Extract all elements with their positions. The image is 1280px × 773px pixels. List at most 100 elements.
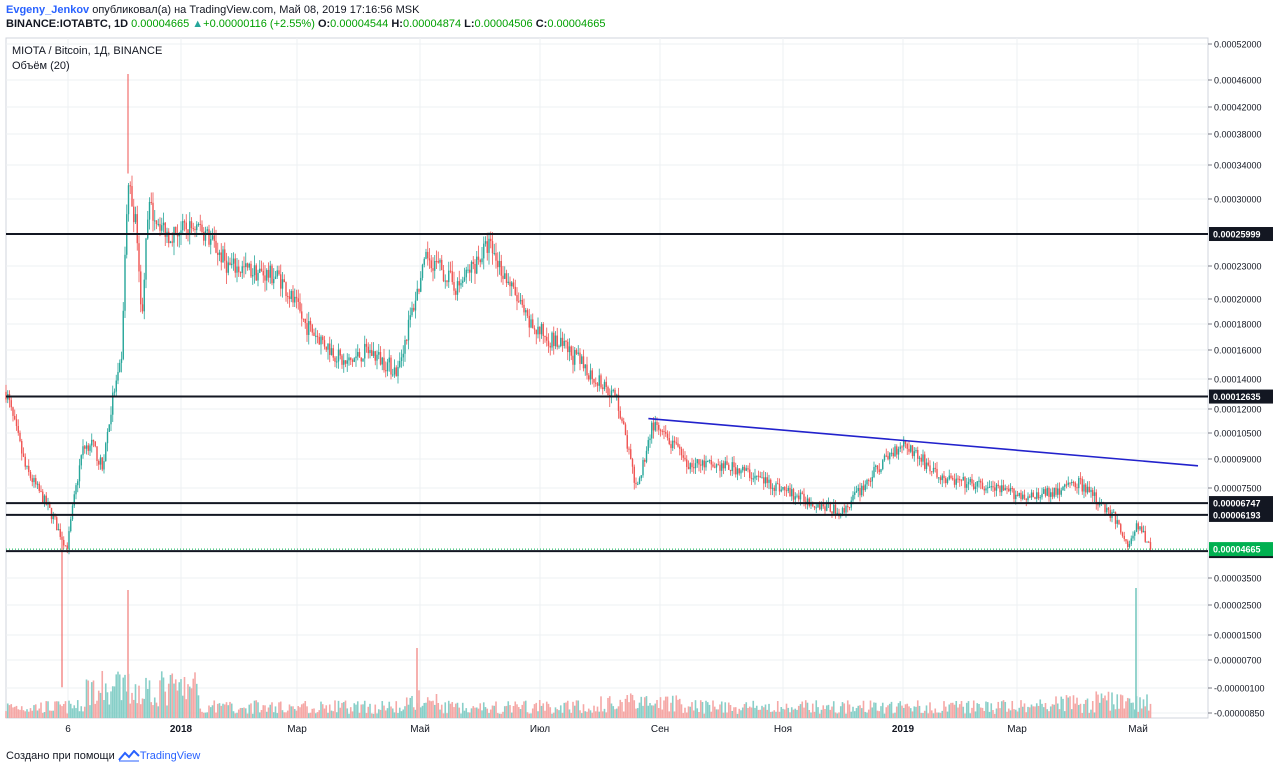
candle-body (784, 487, 786, 491)
candle-body (754, 475, 756, 479)
candle-body (971, 478, 973, 484)
volume-bar (94, 703, 97, 718)
candle-body (855, 490, 858, 493)
volume-bar (764, 704, 767, 718)
volume-bar (131, 692, 133, 718)
footer-brand-link[interactable]: TradingView (139, 750, 201, 762)
volume-bar (456, 702, 459, 718)
candle-body (99, 457, 102, 465)
candle-body (992, 486, 994, 488)
volume-bar (103, 700, 105, 718)
volume-bar (881, 702, 884, 718)
volume-bar (73, 705, 76, 718)
price-axis[interactable]: 0.00052000 0.00046000 0.00042000 0.00038000… (1208, 40, 1265, 719)
volume-bar (467, 712, 469, 718)
candle-body (1002, 485, 1005, 491)
level-price-tag (1209, 389, 1273, 404)
volume-bar (269, 704, 272, 718)
candle-body (1013, 488, 1015, 500)
candle-body (383, 357, 385, 371)
volume-bar (978, 703, 980, 718)
volume-bar (507, 701, 510, 718)
candle-body (700, 464, 702, 466)
candle-body (1086, 486, 1089, 493)
candle-body (824, 506, 826, 511)
volume-bar (320, 701, 322, 718)
author-link[interactable]: Evgeny_Jenkov (6, 4, 90, 16)
volume-bar (393, 712, 396, 718)
candle-body (427, 251, 429, 259)
volume-bar (773, 710, 776, 718)
candle-body (859, 487, 861, 496)
candle-body (301, 311, 303, 319)
volume-bar (941, 710, 944, 718)
volume-bar (876, 710, 879, 718)
volume-bar (76, 700, 79, 718)
x-tick-label: 2019 (892, 724, 915, 735)
volume-bar (444, 702, 447, 718)
volume-bar (503, 706, 506, 718)
volume-bar (439, 709, 441, 718)
candle-body (792, 489, 795, 500)
candle-body (883, 455, 886, 461)
volume-bar (839, 706, 842, 718)
volume-bar (169, 674, 172, 718)
volume-bar (1070, 709, 1073, 718)
volume-bar (377, 709, 380, 718)
volume-bar (1046, 709, 1049, 718)
candle-body (1107, 507, 1110, 511)
volume-bar (927, 713, 930, 718)
volume-bar (433, 704, 436, 718)
candle-body (357, 352, 359, 357)
volume-bar (561, 712, 564, 718)
volume-bar (1104, 695, 1106, 718)
candle-body (1046, 487, 1048, 496)
candle-body (269, 265, 271, 278)
candle-body (57, 529, 60, 531)
volume-bar (769, 711, 772, 718)
candle-body (861, 485, 863, 496)
volume-bar (498, 713, 501, 718)
volume-bar (24, 711, 27, 718)
candle-body (633, 466, 635, 483)
candle-body (819, 504, 821, 510)
candle-body (1074, 482, 1076, 488)
volume-bar (222, 703, 224, 718)
candle-body (820, 504, 823, 510)
volume-bar (10, 704, 13, 718)
y-tick-label: 0.00018000 (1214, 320, 1262, 330)
candle-body (78, 465, 81, 482)
footer: Создано при помощи TradingView (6, 749, 201, 762)
candle-body (449, 270, 452, 272)
volume-bar (687, 706, 690, 718)
candle-body (848, 507, 851, 509)
volume-bar (759, 709, 762, 718)
candle-body (418, 288, 420, 292)
candle-body (990, 486, 992, 488)
candle-body (957, 478, 959, 480)
trendline[interactable] (648, 417, 1199, 467)
volume-bar (159, 680, 161, 718)
volume-bar (461, 702, 464, 718)
volume-bar (45, 701, 48, 718)
candle-body (773, 487, 775, 491)
volume-bar (416, 648, 418, 718)
candle-body (966, 484, 968, 488)
candle-body (952, 477, 954, 480)
candle-body (54, 514, 56, 518)
volume-bar (290, 706, 293, 718)
price-chart[interactable]: 0.00025999 0.00012635 0.000067470.00006193… (0, 36, 1280, 746)
candle-body (603, 381, 606, 390)
candle-body (220, 252, 222, 263)
candle-body (626, 435, 628, 449)
volume-bar (659, 697, 662, 718)
volume-bar (69, 703, 72, 718)
volume-bar (1055, 696, 1057, 718)
volume-bar (293, 708, 296, 718)
volume-bar (906, 703, 909, 718)
level-price-label: 0.00012635 (1213, 392, 1261, 402)
candle-body (770, 479, 772, 489)
candle-body (1025, 498, 1027, 501)
time-axis[interactable]: 6 2018 Мар Май Июл Сен Ноя 2019 Мар Май (65, 724, 1148, 735)
volume-bar (878, 711, 881, 718)
